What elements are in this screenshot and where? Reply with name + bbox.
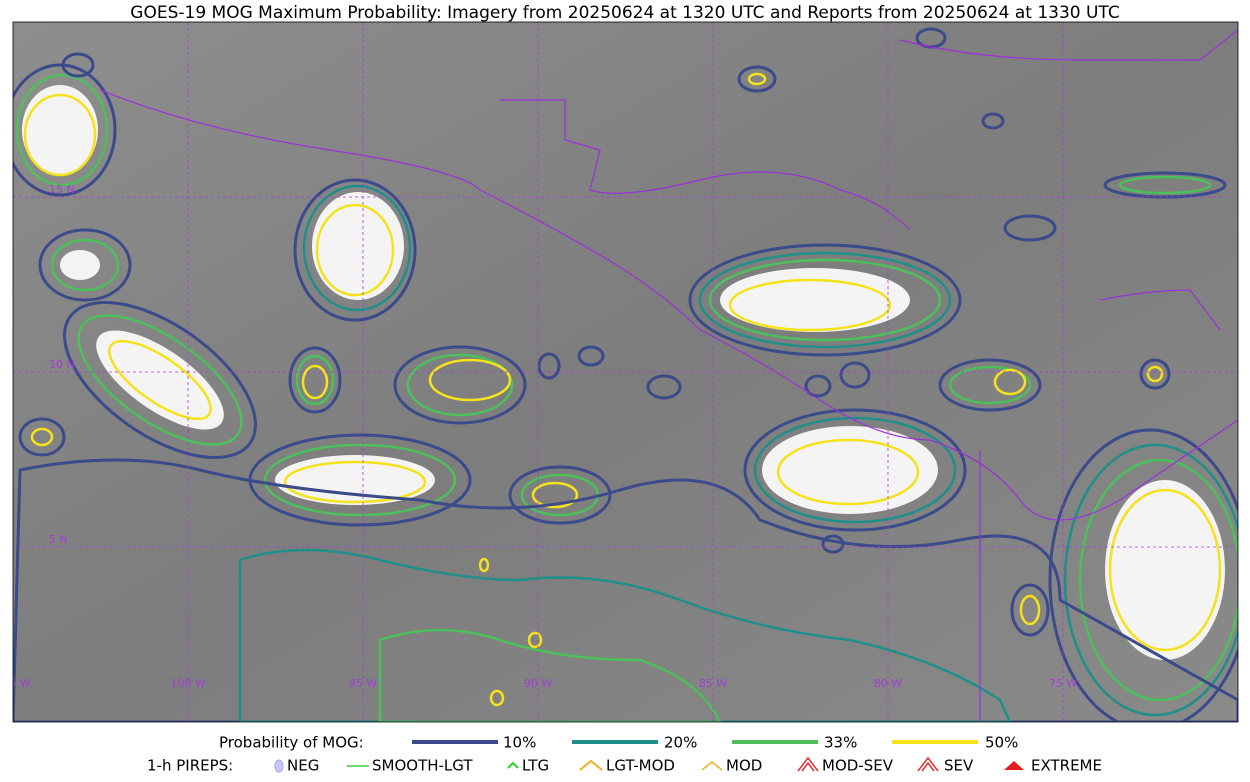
lon-label: 85 W (699, 677, 727, 690)
cloud-cluster (938, 358, 1042, 412)
lon-label: 90 W (524, 677, 552, 690)
cloud-cluster (38, 228, 132, 302)
legend-label: 20% (664, 734, 697, 752)
legend-label: NEG (287, 757, 319, 775)
legend-label: LTG (522, 757, 549, 775)
pirep-icon (701, 761, 723, 771)
southern-contours (13, 458, 1238, 722)
legend-label: 50% (985, 734, 1018, 752)
legend-label: LGT-MOD (606, 757, 675, 775)
small-cells (18, 27, 1171, 637)
graticule (13, 22, 1238, 722)
lon-label: 80 W (874, 677, 902, 690)
lon-label: 100 W (170, 677, 205, 690)
cloud-cluster (288, 346, 342, 414)
cloud-cluster (743, 408, 967, 532)
legend-title: 1-h PIREPS: (147, 757, 233, 775)
cloud-cluster (393, 345, 527, 425)
pirep-icon (797, 756, 819, 772)
title: GOES-19 MOG Maximum Probability: Imagery… (130, 3, 1119, 23)
legend-label: MOD (726, 757, 762, 775)
lon-label: 75 W (1049, 677, 1077, 690)
lon-label: 95 W (349, 677, 377, 690)
coastlines (99, 29, 1238, 722)
legend-title: Probability of MOG: (219, 734, 364, 752)
cloud-cluster (63, 300, 257, 460)
lat-label: 5 N (49, 533, 68, 546)
legend-label: EXTREME (1031, 757, 1102, 775)
lon-label: 105 W (0, 677, 31, 690)
cloud-cluster (688, 243, 962, 357)
lat-label: 10 N (49, 358, 75, 371)
pirep-icon (507, 761, 519, 769)
pirep-icon (579, 759, 603, 771)
legend-label: SEV (944, 757, 974, 775)
legend-label: SMOOTH-LGT (372, 757, 473, 775)
legend-label: 10% (503, 734, 536, 752)
map: 15 N 10 N 5 N 105 W 100 W 95 W 90 W 85 W… (0, 22, 1238, 722)
cloud-cluster (13, 63, 117, 197)
pirep-icon (1004, 761, 1024, 770)
legend: Probability of MOG: 10% 20% 33% 50% 1-h … (147, 734, 1102, 775)
pirep-icon (274, 759, 284, 773)
cloud-cluster (1048, 428, 1238, 722)
map-frame (12, 21, 1239, 723)
lat-label: 15 N (49, 183, 75, 196)
cloud-cluster (293, 178, 417, 322)
legend-label: MOD-SEV (822, 757, 894, 775)
contours (13, 27, 1238, 722)
pirep-icon (917, 756, 939, 772)
legend-label: 33% (824, 734, 857, 752)
